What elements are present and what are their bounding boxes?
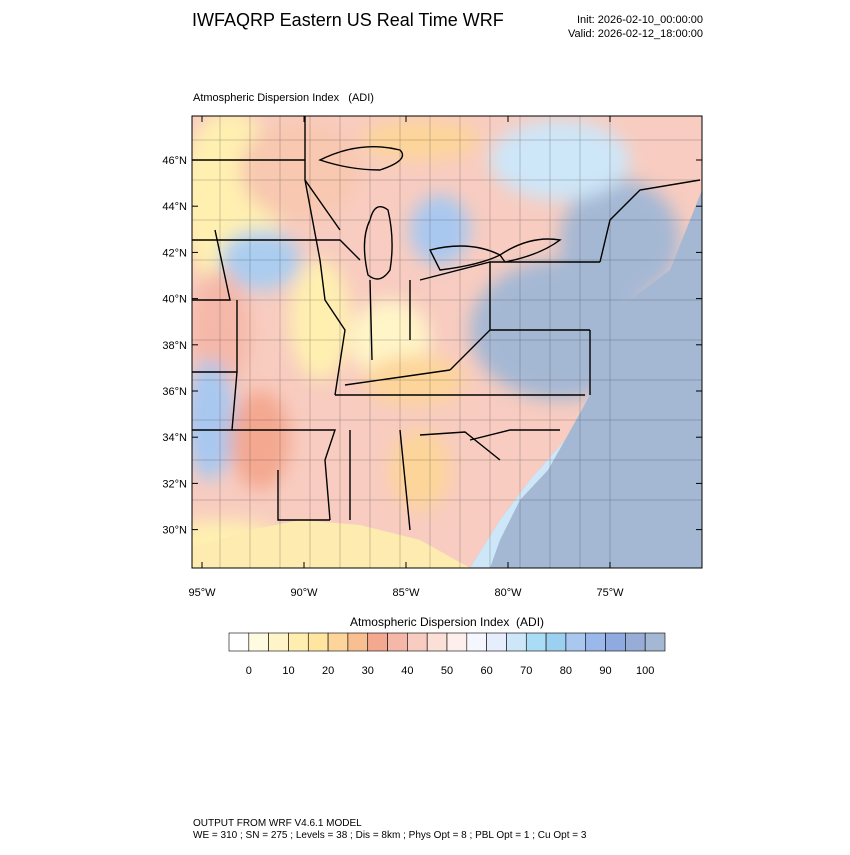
colorbar-tick-label: 0 [246, 665, 252, 677]
colorbar-box [387, 632, 408, 652]
lon-label: 90°W [290, 587, 318, 599]
colorbar-box [644, 632, 666, 652]
lat-label: 34°N [162, 432, 187, 444]
lat-label: 36°N [162, 386, 187, 398]
footer-line-1: OUTPUT FROM WRF V4.6.1 MODEL [193, 818, 362, 829]
colorbar-tick-label: 50 [441, 665, 453, 677]
init-time: Init: 2026-02-10_00:00:00 [577, 14, 703, 26]
lat-label: 44°N [162, 201, 187, 213]
colorbar-box [288, 632, 309, 652]
colorbar-box [525, 632, 547, 652]
lat-label: 40°N [162, 294, 187, 306]
lon-label: 80°W [494, 587, 522, 599]
colorbar-tick-label: 10 [282, 665, 294, 677]
colorbar-box [466, 632, 487, 652]
lat-label: 38°N [162, 340, 187, 352]
footer-line-2: WE = 310 ; SN = 275 ; Levels = 38 ; Dis … [193, 830, 587, 841]
colorbar-tick-label: 40 [401, 665, 413, 677]
colorbar-tick-label: 20 [322, 665, 334, 677]
lat-label: 30°N [162, 525, 187, 537]
colorbar-tick-label: 90 [599, 665, 611, 677]
title: IWFAQRP Eastern US Real Time WRF [192, 10, 504, 30]
lat-label: 42°N [162, 247, 187, 259]
colorbar-box [506, 632, 527, 652]
colorbar-box [347, 632, 369, 652]
map-title: Atmospheric Dispersion Index (ADI) [193, 92, 374, 104]
colorbar: 0 10 20 30 40 50 60 70 80 90 100 [228, 632, 666, 677]
valid-time: Valid: 2026-02-12_18:00:00 [568, 28, 703, 40]
colorbar-box [446, 632, 468, 652]
colorbar-box [367, 632, 388, 652]
lon-label: 95°W [188, 587, 216, 599]
colorbar-tick-label: 30 [362, 665, 374, 677]
colorbar-box [585, 632, 606, 652]
map-axes: 46°N 44°N 42°N 40°N 38°N 36°N 34°N 32°N 30°N 95°W… [162, 116, 702, 599]
colorbar-box [545, 632, 567, 652]
colorbar-box [327, 632, 349, 652]
colorbar-tick-label: 60 [481, 665, 493, 677]
colorbar-box [486, 632, 507, 652]
lon-label: 75°W [596, 587, 624, 599]
colorbar-box [228, 632, 250, 652]
lat-label: 32°N [162, 478, 187, 490]
colorbar-box [565, 632, 587, 652]
colorbar-box [307, 632, 329, 652]
lat-label: 46°N [162, 155, 187, 167]
lon-label: 85°W [392, 587, 420, 599]
colorbar-box [268, 632, 289, 652]
map [192, 116, 702, 568]
colorbar-tick-label: 80 [560, 665, 572, 677]
colorbar-box [625, 632, 646, 652]
colorbar-box [426, 632, 448, 652]
colorbar-box [248, 632, 269, 652]
colorbar-tick-label: 70 [520, 665, 532, 677]
colorbar-box [605, 632, 626, 652]
map-frame [191, 115, 703, 569]
colorbar-box [407, 632, 428, 652]
colorbar-tick-label: 100 [636, 665, 654, 677]
colorbar-title: Atmospheric Dispersion Index (ADI) [350, 615, 544, 629]
